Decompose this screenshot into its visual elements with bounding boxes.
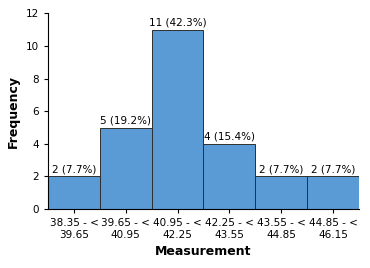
Y-axis label: Frequency: Frequency	[7, 75, 20, 148]
Bar	[255, 176, 307, 209]
Bar	[100, 128, 152, 209]
Text: 2 (7.7%): 2 (7.7%)	[311, 165, 355, 174]
Text: 5 (19.2%): 5 (19.2%)	[100, 116, 151, 126]
Bar	[152, 30, 204, 209]
Bar	[204, 144, 255, 209]
X-axis label: Measurement: Measurement	[155, 245, 252, 258]
Bar	[307, 176, 359, 209]
Text: 2 (7.7%): 2 (7.7%)	[259, 165, 303, 174]
Text: 2 (7.7%): 2 (7.7%)	[52, 165, 96, 174]
Text: 4 (15.4%): 4 (15.4%)	[204, 132, 255, 142]
Bar	[48, 176, 100, 209]
Text: 11 (42.3%): 11 (42.3%)	[149, 18, 206, 28]
